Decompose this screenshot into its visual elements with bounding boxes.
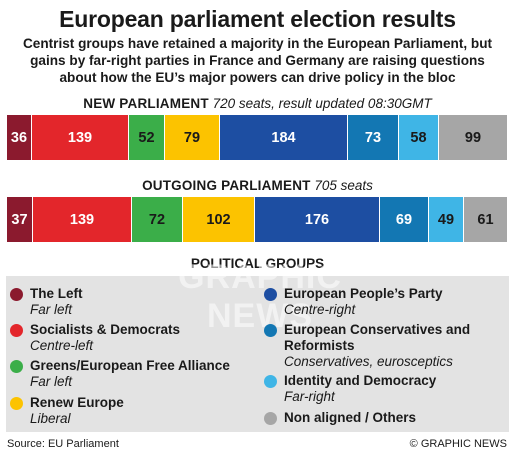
- new-parliament-note: 720 seats, result updated 08:30GMT: [212, 96, 432, 111]
- legend-group-name: Socialists & Democrats: [30, 322, 181, 337]
- legend-group-description: Liberal: [30, 411, 71, 426]
- legend-group-name: Greens/European Free Alliance: [30, 358, 230, 373]
- seat-count-label: 52: [138, 129, 155, 146]
- legend-group-name: The Left: [30, 286, 83, 301]
- seat-count-label: 37: [11, 211, 28, 228]
- seat-count-label: 49: [437, 211, 455, 228]
- legend-group-description: Centre-left: [30, 338, 94, 353]
- seat-segment-socialists-democrats: 139: [33, 197, 132, 242]
- legend-swatch: [264, 288, 277, 301]
- seat-segment-identity-and-democracy: 58: [399, 115, 439, 160]
- seat-segment-non-aligned-others: 61: [464, 197, 508, 242]
- seat-count-label: 139: [69, 211, 95, 228]
- page-subtitle: Centrist groups have retained a majority…: [22, 36, 493, 85]
- seat-segment-the-left: 36: [7, 115, 32, 160]
- legend-group-description: Far left: [30, 374, 73, 389]
- seat-segment-renew-europe: 102: [183, 197, 255, 242]
- seat-segment-renew-europe: 79: [165, 115, 220, 160]
- legend-swatch: [264, 412, 277, 425]
- legend-swatch: [10, 288, 23, 301]
- legend-group-name: Non aligned / Others: [284, 410, 417, 425]
- legend-group-description: Far left: [30, 302, 73, 317]
- legend-title: POLITICAL GROUPS: [190, 256, 325, 271]
- seat-count-label: 139: [67, 129, 93, 146]
- seat-count-label: 73: [364, 129, 382, 146]
- seat-count-label: 58: [410, 129, 427, 146]
- seat-segment-european-conservatives-and-reformists: 69: [380, 197, 429, 242]
- legend-group-description: Conservatives, eurosceptics: [284, 354, 453, 369]
- new-parliament-bar: 36 139 52 79 184 73 58 99: [7, 115, 508, 160]
- legend-swatch: [10, 397, 23, 410]
- seat-count-label: 72: [148, 211, 166, 228]
- legend-group-name: Identity and Democracy: [284, 373, 437, 388]
- seat-segment-greens-european-free-alliance: 52: [129, 115, 165, 160]
- seat-count-label: 79: [183, 129, 201, 146]
- seat-segment-european-conservatives-and-reformists: 73: [348, 115, 399, 160]
- outgoing-parliament-label: OUTGOING PARLIAMENT: [142, 178, 311, 193]
- legend-group-name: European Conservatives and Reformists: [284, 322, 471, 353]
- legend-group-description: Far-right: [284, 389, 335, 404]
- legend-swatch: [10, 360, 23, 373]
- legend-group-description: Centre-right: [284, 302, 356, 317]
- seat-count-label: 61: [477, 211, 494, 228]
- legend-swatch: [10, 324, 23, 337]
- legend-group-name: Renew Europe: [30, 395, 124, 410]
- seat-count-label: 69: [395, 211, 413, 228]
- legend-panel: [6, 276, 509, 432]
- page-title: European parliament election results: [59, 6, 456, 32]
- seat-segment-socialists-democrats: 139: [32, 115, 129, 160]
- seat-segment-european-people-s-party: 184: [220, 115, 348, 160]
- seat-count-label: 102: [206, 211, 231, 228]
- seat-count-label: 176: [304, 211, 330, 228]
- seat-segment-the-left: 37: [7, 197, 33, 242]
- seat-segment-identity-and-democracy: 49: [429, 197, 464, 242]
- legend-swatch: [264, 375, 277, 388]
- seat-segment-non-aligned-others: 99: [439, 115, 508, 160]
- seat-segment-greens-european-free-alliance: 72: [132, 197, 183, 242]
- outgoing-parliament-bar: 37 139 72 102 176 69 49 61: [7, 197, 508, 242]
- source-note: Source: EU Parliament: [7, 438, 119, 450]
- seat-segment-european-people-s-party: 176: [255, 197, 380, 242]
- credit-note: © GRAPHIC NEWS: [409, 438, 507, 450]
- outgoing-parliament-note: 705 seats: [314, 178, 373, 193]
- outgoing-parliament-heading: OUTGOING PARLIAMENT 705 seats: [0, 178, 515, 193]
- legend-swatch: [264, 324, 277, 337]
- seat-count-label: 36: [10, 129, 28, 146]
- new-parliament-heading: NEW PARLIAMENT 720 seats, result updated…: [0, 96, 515, 111]
- legend-group-name: European People’s Party: [284, 286, 443, 301]
- seat-count-label: 184: [271, 129, 296, 146]
- seat-count-label: 99: [464, 129, 482, 146]
- new-parliament-label: NEW PARLIAMENT: [83, 96, 209, 111]
